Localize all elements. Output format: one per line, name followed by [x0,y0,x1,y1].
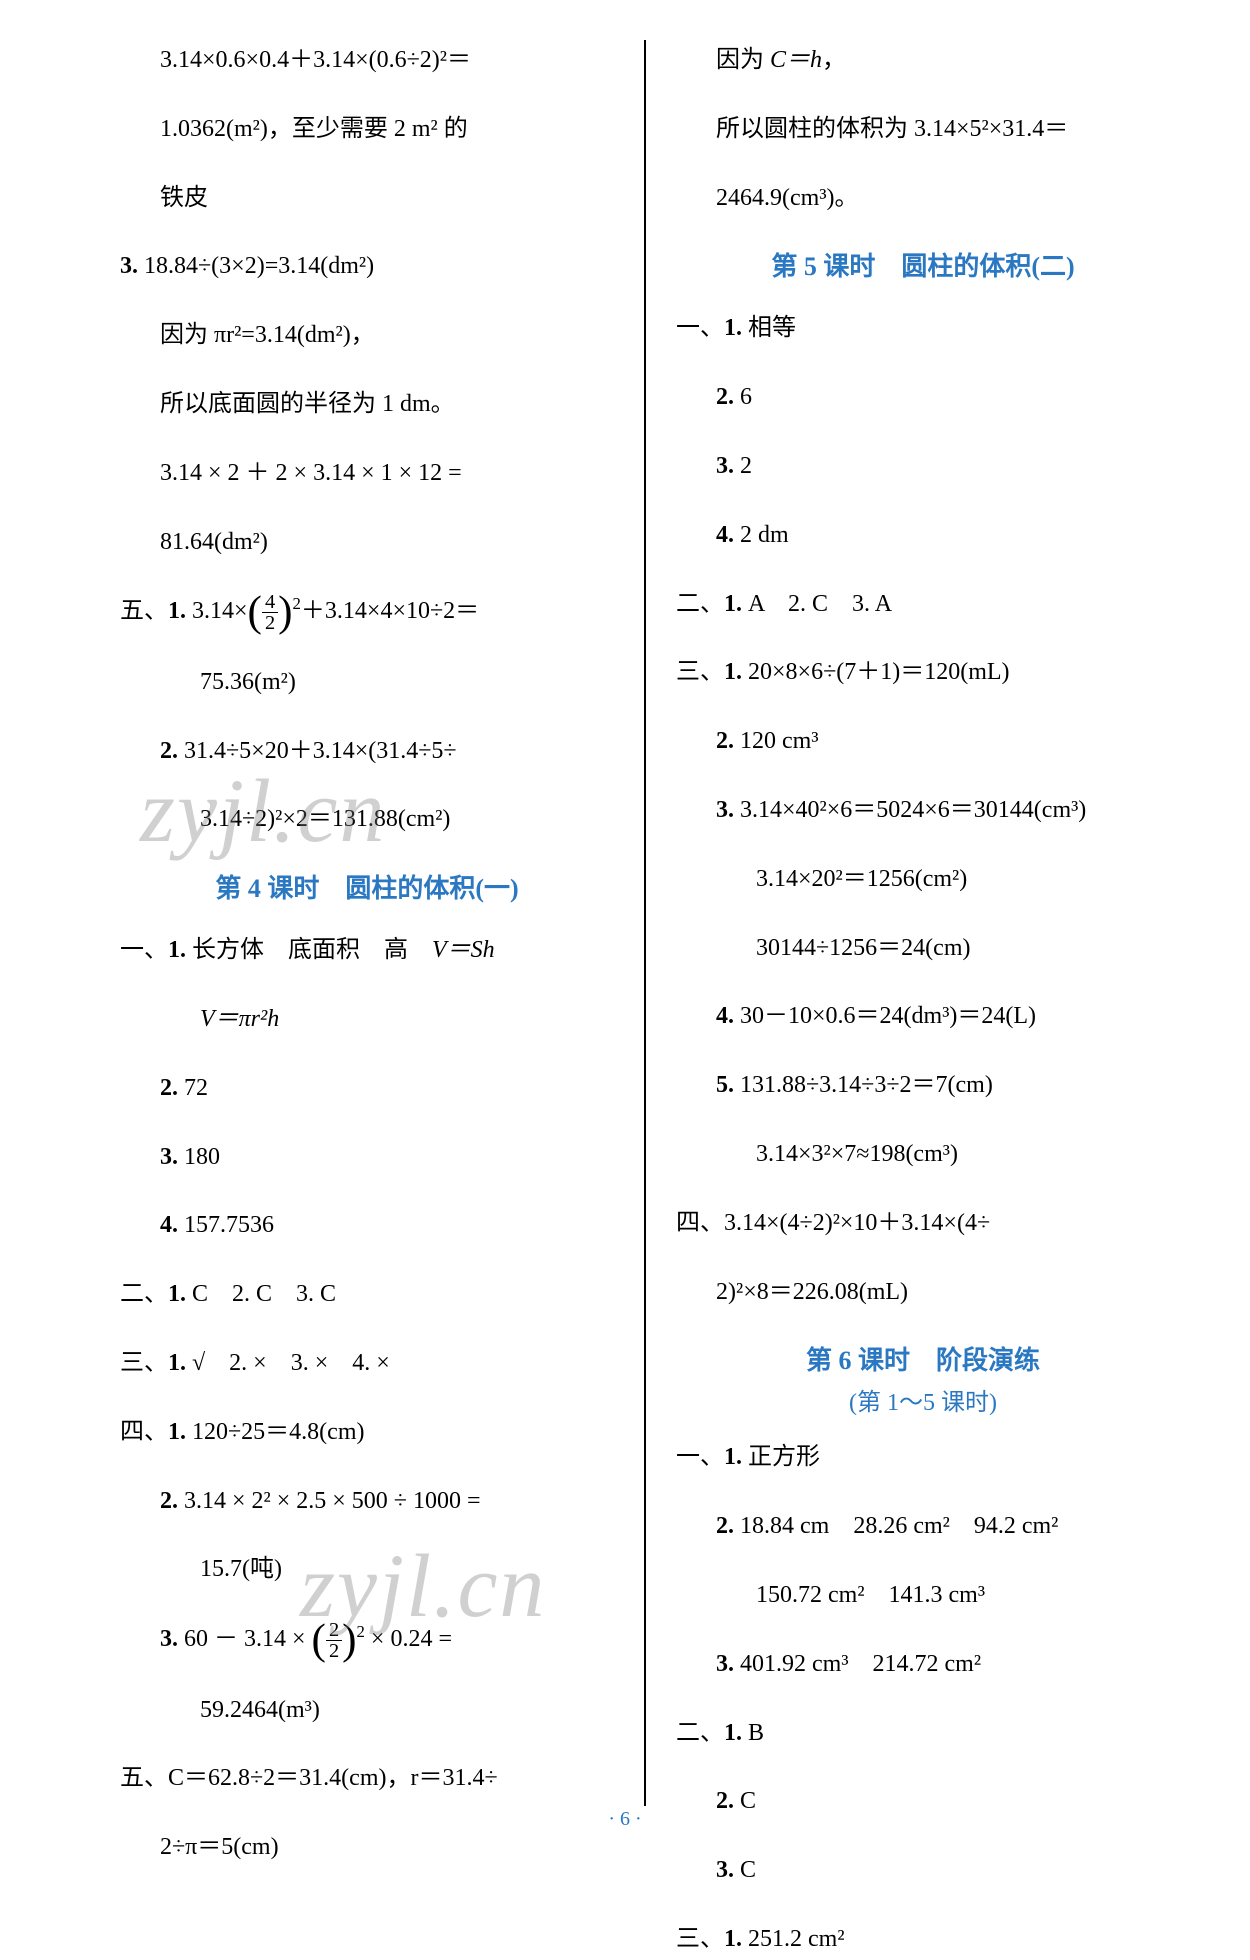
text: 五、C＝62.8÷2＝31.4(cm)，r＝31.4÷ [120,1758,614,1799]
left-column: 3.14×0.6×0.4＋3.14×(0.6÷2)²＝ 1.0362(m²)，至… [100,40,646,1806]
text: 铁皮 [120,178,614,219]
text: 72 [184,1075,208,1101]
text: 3.14 × 2² × 2.5 × 500 ÷ 1000 = [184,1488,481,1514]
page: 3.14×0.6×0.4＋3.14×(0.6÷2)²＝ 1.0362(m²)，至… [0,0,1250,1846]
text: 2)²×8＝226.08(mL) [676,1272,1170,1313]
text: 157.7536 [184,1212,274,1238]
text: 3. 18.84÷(3×2)=3.14(dm²) [120,246,614,287]
text: 2. 18.84 cm 28.26 cm² 94.2 cm² [676,1506,1170,1547]
text: 3. C [676,1850,1170,1891]
text: C 2. C 3. C [192,1281,336,1307]
text: 3.14× [192,598,248,624]
text: 401.92 cm³ 214.72 cm² [740,1651,981,1677]
text: 因为 C＝h， [676,40,1170,81]
text: A 2. C 3. A [748,591,892,617]
text: 3.14×0.6×0.4＋3.14×(0.6÷2)²＝ [120,40,614,81]
text: C＝62.8÷2＝31.4(cm)，r＝31.4÷ [168,1765,498,1791]
text: √ 2. × 3. × 4. × [192,1350,390,1376]
text: 五、1. 3.14×(42)2＋3.14×4×10÷2＝ [120,590,614,633]
text: 2. 6 [676,377,1170,418]
text: 30144÷1256＝24(cm) [676,928,1170,969]
text: 一、1. 相等 [676,308,1170,349]
text: C [740,1857,756,1883]
text: 2 dm [740,522,789,548]
text: 2. C [676,1781,1170,1822]
text: 长方体 [192,937,264,963]
text: 3.14×3²×7≈198(cm³) [676,1134,1170,1175]
text: 3. 60 － 3.14 × (22)2 × 0.24 = [120,1618,614,1661]
text: V＝πr²h [120,999,614,1040]
text: 3.14×40²×6＝5024×6＝30144(cm³) [740,797,1086,823]
text: 20×8×6÷(7＋1)＝120(mL) [748,659,1010,685]
right-column: 因为 C＝h， 所以圆柱的体积为 3.14×5²×31.4＝ 2464.9(cm… [646,40,1190,1806]
text: 4. 2 dm [676,515,1170,556]
text: 因为 C＝h， [716,47,846,73]
text: 3. 401.92 cm³ 214.72 cm² [676,1644,1170,1685]
text: 二、1. B [676,1713,1170,1754]
text: 120÷25＝4.8(cm) [192,1419,364,1445]
text: 180 [184,1144,220,1170]
text: 31.4÷5×20＋3.14×(31.4÷5÷ [184,738,457,764]
text: 3.14×20²＝1256(cm²) [676,859,1170,900]
text: 因为 πr²=3.14(dm²)， [120,315,614,356]
text: 三、1. 251.2 cm² [676,1919,1170,1960]
section-subheading: (第 1～5 课时) [676,1382,1170,1417]
text: 四、3.14×(4÷2)²×10＋3.14×(4÷ [676,1203,1170,1244]
text: 2. 72 [120,1068,614,1109]
text: 2÷π＝5(cm) [120,1827,614,1868]
text: 所以圆柱的体积为 3.14×5²×31.4＝ [676,109,1170,150]
text: V＝Sh [432,937,495,963]
text: 相等 [748,315,796,341]
text: 131.88÷3.14÷3÷2＝7(cm) [740,1072,993,1098]
text: 18.84÷(3×2)=3.14(dm²) [144,253,374,279]
page-number: · 6 · [608,1808,641,1831]
text: V＝πr²h [200,1006,279,1032]
section-heading: 第 4 课时 圆柱的体积(一) [120,868,614,905]
text: 5. 131.88÷3.14÷3÷2＝7(cm) [676,1065,1170,1106]
text: 2. 3.14 × 2² × 2.5 × 500 ÷ 1000 = [120,1481,614,1522]
text: 高 [384,937,408,963]
text: 6 [740,384,752,410]
section-heading: 第 6 课时 阶段演练 [676,1340,1170,1377]
text: 75.36(m²) [120,662,614,703]
text: 3.14÷2)²×2＝131.88(cm²) [120,799,614,840]
text: 3. 180 [120,1137,614,1178]
text: 正方形 [748,1444,820,1470]
text: 所以底面圆的半径为 1 dm。 [120,384,614,425]
text: 三、1. 20×8×6÷(7＋1)＝120(mL) [676,652,1170,693]
text: 60 － 3.14 × [184,1626,312,1652]
section-heading: 第 5 课时 圆柱的体积(二) [676,246,1170,283]
text: 120 cm³ [740,728,819,754]
text: 2. 120 cm³ [676,721,1170,762]
text: 2. 31.4÷5×20＋3.14×(31.4÷5÷ [120,731,614,772]
text: 18.84 cm 28.26 cm² 94.2 cm² [740,1513,1058,1539]
text: 2464.9(cm³)。 [676,178,1170,219]
text: 4. 157.7536 [120,1205,614,1246]
text: 底面积 [288,937,360,963]
text: B [748,1720,764,1746]
text: 59.2464(m³) [120,1690,614,1731]
text: 二、1. A 2. C 3. A [676,584,1170,625]
text: 一、1. 长方体 底面积 高 V＝Sh [120,930,614,971]
text: 二、1. C 2. C 3. C [120,1274,614,1315]
text: 3.14 × 2 ＋ 2 × 3.14 × 1 × 12 = [120,453,614,494]
text: 30－10×0.6＝24(dm³)＝24(L) [740,1003,1036,1029]
text: 1.0362(m²)，至少需要 2 m² 的 [120,109,614,150]
text: 2 [740,453,752,479]
text: 4. 30－10×0.6＝24(dm³)＝24(L) [676,996,1170,1037]
text: 150.72 cm² 141.3 cm³ [676,1575,1170,1616]
text: 四、1. 120÷25＝4.8(cm) [120,1412,614,1453]
text: ＋3.14×4×10÷2＝ [301,598,479,624]
text: 15.7(吨) [120,1549,614,1590]
text: 251.2 cm² [748,1926,845,1952]
text: 一、1. 正方形 [676,1437,1170,1478]
text: 3. 2 [676,446,1170,487]
text: 81.64(dm²) [120,522,614,563]
text: 3. 3.14×40²×6＝5024×6＝30144(cm³) [676,790,1170,831]
text: 3.14×(4÷2)²×10＋3.14×(4÷ [724,1210,990,1236]
text: C [740,1788,756,1814]
text: 三、1. √ 2. × 3. × 4. × [120,1343,614,1384]
text: × 0.24 = [365,1626,452,1652]
